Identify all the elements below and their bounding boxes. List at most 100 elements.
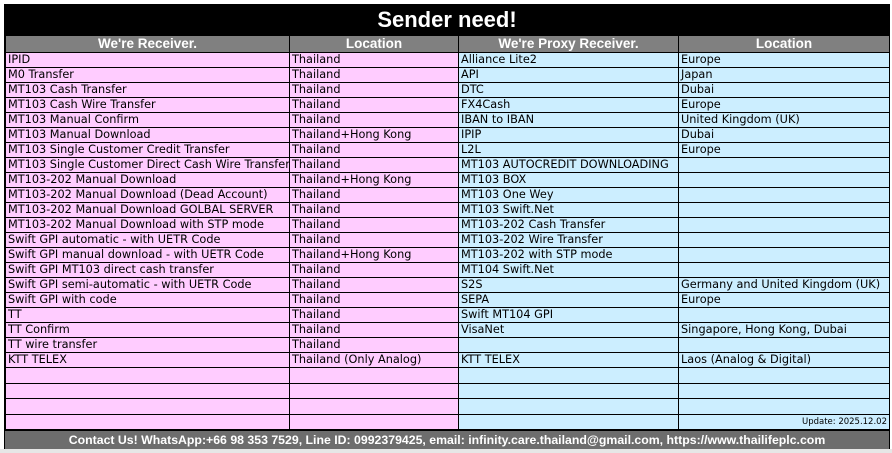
cell-receiver-location[interactable]: Thailand: [289, 232, 459, 248]
cell-proxy[interactable]: [458, 337, 679, 353]
cell-receiver-location[interactable]: Thailand: [289, 307, 459, 323]
cell-receiver-location[interactable]: Thailand+Hong Kong: [289, 127, 459, 143]
cell-proxy-location[interactable]: Europe: [678, 292, 890, 308]
empty-cell[interactable]: [289, 382, 459, 399]
cell-proxy[interactable]: FX4Cash: [458, 97, 679, 113]
cell-receiver-location[interactable]: Thailand: [289, 262, 459, 278]
cell-receiver[interactable]: MT103 Single Customer Credit Transfer: [5, 142, 290, 158]
cell-receiver[interactable]: Swift GPI manual download - with UETR Co…: [5, 247, 290, 263]
cell-receiver[interactable]: Swift GPI with code: [5, 292, 290, 308]
cell-receiver[interactable]: MT103-202 Manual Download with STP mode: [5, 217, 290, 233]
cell-receiver[interactable]: MT103-202 Manual Download (Dead Account): [5, 187, 290, 203]
cell-receiver-location[interactable]: Thailand: [289, 187, 459, 203]
empty-cell[interactable]: [458, 367, 679, 384]
cell-receiver[interactable]: TT: [5, 307, 290, 323]
cell-receiver[interactable]: MT103-202 Manual Download: [5, 172, 290, 188]
cell-proxy-location[interactable]: Europe: [678, 97, 890, 113]
cell-receiver[interactable]: Swift GPI automatic - with UETR Code: [5, 232, 290, 248]
cell-receiver[interactable]: M0 Transfer: [5, 67, 290, 83]
cell-proxy[interactable]: MT103 BOX: [458, 172, 679, 188]
cell-proxy-location[interactable]: Germany and United Kingdom (UK): [678, 277, 890, 293]
cell-receiver-location[interactable]: Thailand: [289, 52, 459, 68]
empty-cell[interactable]: [5, 398, 290, 415]
cell-proxy-location[interactable]: Europe: [678, 52, 890, 68]
cell-proxy-location[interactable]: [678, 187, 890, 203]
cell-receiver-location[interactable]: Thailand: [289, 97, 459, 113]
empty-cell[interactable]: [289, 413, 459, 430]
cell-receiver[interactable]: MT103 Manual Download: [5, 127, 290, 143]
cell-receiver[interactable]: TT wire transfer: [5, 337, 290, 353]
cell-proxy-location[interactable]: [678, 247, 890, 263]
cell-proxy[interactable]: KTT TELEX: [458, 352, 679, 368]
cell-proxy[interactable]: S2S: [458, 277, 679, 293]
empty-cell[interactable]: [458, 382, 679, 399]
empty-cell[interactable]: [458, 398, 679, 415]
cell-proxy[interactable]: SEPA: [458, 292, 679, 308]
cell-proxy[interactable]: Swift MT104 GPI: [458, 307, 679, 323]
cell-receiver-location[interactable]: Thailand: [289, 67, 459, 83]
cell-proxy-location[interactable]: Europe: [678, 142, 890, 158]
cell-receiver-location[interactable]: Thailand: [289, 142, 459, 158]
cell-proxy[interactable]: MT104 Swift.Net: [458, 262, 679, 278]
cell-receiver-location[interactable]: Thailand+Hong Kong: [289, 172, 459, 188]
cell-proxy-location[interactable]: Dubai: [678, 82, 890, 98]
cell-receiver[interactable]: MT103 Single Customer Direct Cash Wire T…: [5, 157, 290, 173]
empty-cell[interactable]: [289, 398, 459, 415]
cell-proxy[interactable]: MT103-202 Wire Transfer: [458, 232, 679, 248]
cell-receiver[interactable]: MT103 Manual Confirm: [5, 112, 290, 128]
cell-receiver-location[interactable]: Thailand: [289, 337, 459, 353]
cell-receiver[interactable]: Swift GPI MT103 direct cash transfer: [5, 262, 290, 278]
cell-proxy[interactable]: IPIP: [458, 127, 679, 143]
cell-receiver[interactable]: MT103-202 Manual Download GOLBAL SERVER: [5, 202, 290, 218]
empty-cell[interactable]: [5, 382, 290, 399]
cell-proxy-location[interactable]: [678, 202, 890, 218]
cell-proxy[interactable]: API: [458, 67, 679, 83]
cell-receiver-location[interactable]: Thailand: [289, 202, 459, 218]
cell-proxy[interactable]: DTC: [458, 82, 679, 98]
table-row: Swift GPI MT103 direct cash transfer Thai…: [5, 262, 890, 278]
empty-cell[interactable]: [678, 382, 890, 399]
empty-cell[interactable]: [5, 413, 290, 430]
cell-proxy-location[interactable]: United Kingdom (UK): [678, 112, 890, 128]
cell-receiver[interactable]: MT103 Cash Transfer: [5, 82, 290, 98]
cell-proxy[interactable]: IBAN to IBAN: [458, 112, 679, 128]
cell-proxy[interactable]: MT103 Swift.Net: [458, 202, 679, 218]
cell-receiver[interactable]: TT Confirm: [5, 322, 290, 338]
cell-receiver-location[interactable]: Thailand: [289, 322, 459, 338]
cell-proxy[interactable]: MT103-202 Cash Transfer: [458, 217, 679, 233]
cell-proxy[interactable]: Alliance Lite2: [458, 52, 679, 68]
empty-cell[interactable]: [458, 413, 679, 430]
cell-proxy[interactable]: L2L: [458, 142, 679, 158]
cell-receiver-location[interactable]: Thailand: [289, 217, 459, 233]
cell-proxy-location[interactable]: [678, 337, 890, 353]
cell-proxy-location[interactable]: [678, 157, 890, 173]
cell-receiver[interactable]: Swift GPI semi-automatic - with UETR Cod…: [5, 277, 290, 293]
cell-receiver[interactable]: IPID: [5, 52, 290, 68]
cell-proxy-location[interactable]: Dubai: [678, 127, 890, 143]
cell-proxy[interactable]: MT103-202 with STP mode: [458, 247, 679, 263]
empty-cell[interactable]: [678, 398, 890, 415]
empty-cell[interactable]: [5, 367, 290, 384]
cell-receiver-location[interactable]: Thailand+Hong Kong: [289, 247, 459, 263]
cell-receiver-location[interactable]: Thailand: [289, 157, 459, 173]
empty-cell[interactable]: [289, 367, 459, 384]
cell-proxy-location[interactable]: [678, 232, 890, 248]
cell-proxy-location[interactable]: [678, 172, 890, 188]
cell-proxy[interactable]: MT103 One Wey: [458, 187, 679, 203]
cell-proxy[interactable]: MT103 AUTOCREDIT DOWNLOADING: [458, 157, 679, 173]
cell-receiver-location[interactable]: Thailand: [289, 112, 459, 128]
cell-receiver[interactable]: KTT TELEX: [5, 352, 290, 368]
cell-proxy-location[interactable]: Laos (Analog & Digital): [678, 352, 890, 368]
cell-proxy-location[interactable]: [678, 262, 890, 278]
cell-proxy-location[interactable]: [678, 307, 890, 323]
empty-cell[interactable]: [678, 367, 890, 384]
cell-receiver-location[interactable]: Thailand (Only Analog): [289, 352, 459, 368]
cell-proxy-location[interactable]: Japan: [678, 67, 890, 83]
cell-proxy-location[interactable]: Singapore, Hong Kong, Dubai: [678, 322, 890, 338]
cell-receiver-location[interactable]: Thailand: [289, 292, 459, 308]
cell-receiver[interactable]: MT103 Cash Wire Transfer: [5, 97, 290, 113]
cell-proxy-location[interactable]: [678, 217, 890, 233]
cell-receiver-location[interactable]: Thailand: [289, 277, 459, 293]
cell-receiver-location[interactable]: Thailand: [289, 82, 459, 98]
cell-proxy[interactable]: VisaNet: [458, 322, 679, 338]
